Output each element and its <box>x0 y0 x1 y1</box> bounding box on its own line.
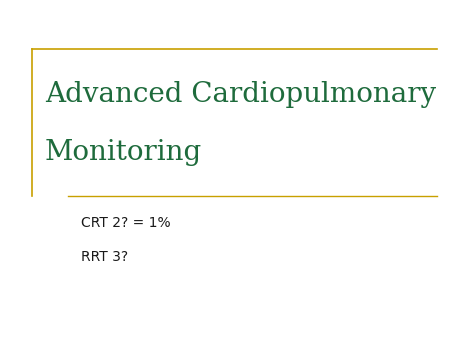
Text: CRT 2? = 1%: CRT 2? = 1% <box>81 216 171 230</box>
Text: Advanced Cardiopulmonary: Advanced Cardiopulmonary <box>45 81 436 108</box>
Text: RRT 3?: RRT 3? <box>81 250 128 264</box>
Text: Monitoring: Monitoring <box>45 139 202 166</box>
